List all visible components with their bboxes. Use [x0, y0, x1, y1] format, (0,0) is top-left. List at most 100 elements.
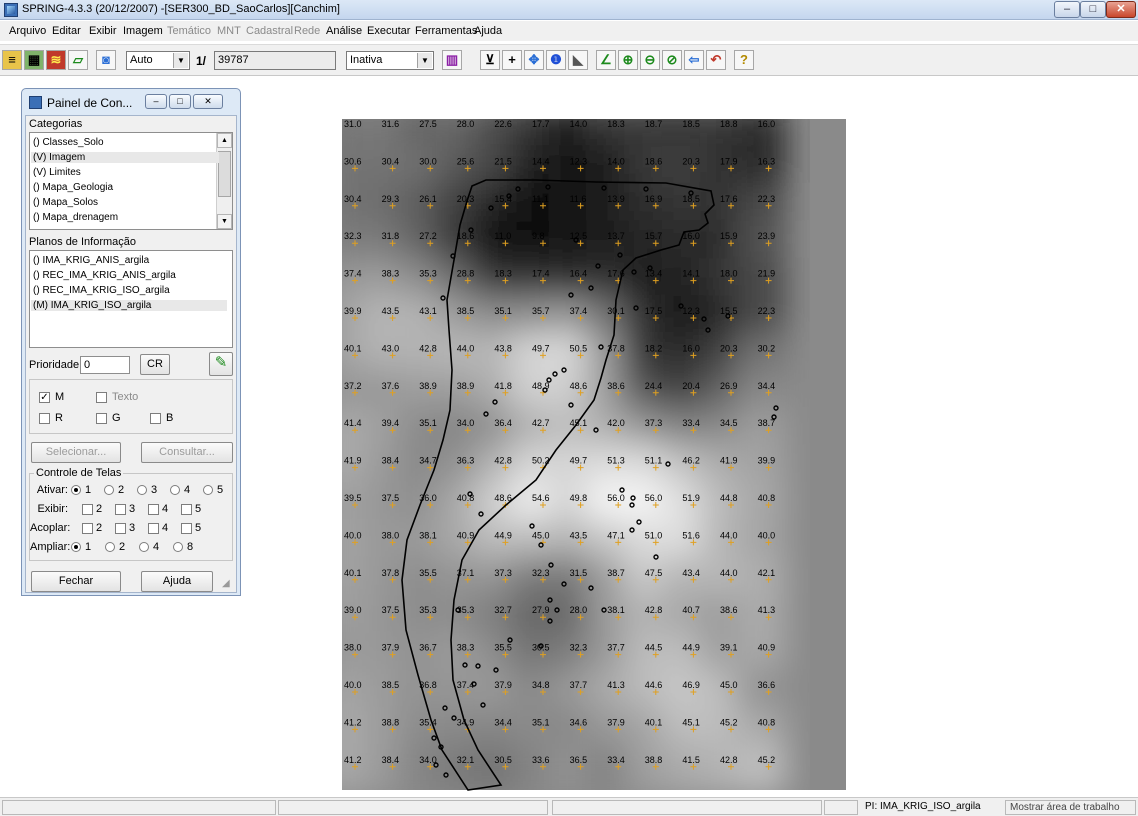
categorias-list[interactable]: ▲ ▼ () Classes_Solo (V) Imagem (V) Limites… — [29, 132, 233, 230]
grid-cross — [728, 651, 734, 658]
zoom-in-icon[interactable]: ⊕ — [618, 50, 638, 70]
help-icon[interactable]: ? — [734, 50, 754, 70]
acoplar-option-checkbox[interactable] — [82, 523, 93, 534]
selecionar-button[interactable]: Selecionar... — [31, 442, 121, 463]
info-icon[interactable]: ❶ — [546, 50, 566, 70]
ativar-option-radio[interactable] — [203, 485, 213, 495]
menu-temtico[interactable]: Temático — [167, 25, 212, 37]
map-view[interactable]: 31.0 31.6 27.5 28.0 22.6 17.7 14.0 18.3 18.7 18.5… — [336, 110, 846, 796]
menu-anlise[interactable]: Análise — [326, 25, 363, 37]
menu-editar[interactable]: Editar — [52, 25, 81, 37]
drawing-area[interactable]: 31.0 31.6 27.5 28.0 22.6 17.7 14.0 18.3 18.7 18.5… — [0, 80, 1138, 796]
exibir-option-checkbox[interactable] — [115, 504, 126, 515]
exibir-option-checkbox[interactable] — [82, 504, 93, 515]
panel-close-button[interactable]: ✕ — [193, 94, 223, 109]
acoplar-option-checkbox[interactable] — [115, 523, 126, 534]
menu-ajuda[interactable]: Ajuda — [474, 25, 503, 37]
resize-grip-icon[interactable]: ◢ — [222, 578, 230, 589]
control-panel-window[interactable]: Painel de Con... – □ ✕ Categorias ▲ ▼ ()… — [21, 88, 241, 596]
exibir-option-checkbox[interactable] — [181, 504, 192, 515]
plano-item[interactable]: () REC_IMA_KRIG_ANIS_argila — [33, 270, 176, 281]
planos-list[interactable]: () IMA_KRIG_ANIS_argila () REC_IMA_KRIG_A… — [29, 250, 233, 348]
categoria-item[interactable]: () Classes_Solo — [33, 137, 104, 148]
scale-mode-select[interactable]: Auto ▼ — [126, 51, 190, 70]
sample-point — [568, 292, 574, 298]
grid-cross — [427, 277, 434, 284]
eraser-icon[interactable]: ◣ — [568, 50, 588, 70]
database-icon[interactable]: ≡ — [2, 50, 22, 70]
edit-pencil-icon[interactable]: ✎ — [209, 352, 233, 376]
cursor-mode-select[interactable]: Inativa ▼ — [346, 51, 434, 70]
ativar-option-radio[interactable] — [71, 485, 81, 495]
consultar-button[interactable]: Consultar... — [141, 442, 233, 463]
categoria-item[interactable]: () Mapa_Solos — [33, 197, 99, 208]
menu-imagem[interactable]: Imagem — [123, 25, 163, 37]
ampliar-option-radio[interactable] — [105, 542, 115, 552]
sample-point — [492, 399, 498, 405]
grid-cross — [389, 502, 396, 508]
ativar-option-radio[interactable] — [137, 485, 147, 495]
show-workspace-button[interactable]: Mostrar área de trabalho — [1005, 800, 1136, 815]
ampliar-option-radio[interactable] — [139, 542, 149, 552]
zoom-area-icon[interactable]: ⊘ — [662, 50, 682, 70]
grid-cross — [765, 240, 772, 247]
b-checkbox[interactable] — [150, 413, 161, 424]
categoria-item[interactable]: (V) Imagem — [31, 152, 219, 163]
plano-item[interactable]: () REC_IMA_KRIG_ISO_argila — [33, 285, 170, 296]
line-tool-icon[interactable]: ∠ — [596, 50, 616, 70]
menu-mnt[interactable]: MNT — [217, 25, 241, 37]
spring-app-icon[interactable] — [4, 3, 18, 17]
scroll-up-icon[interactable]: ▲ — [217, 133, 232, 148]
display-icon[interactable]: ◙ — [96, 50, 116, 70]
draw-icon[interactable]: ▱ — [68, 50, 88, 70]
menu-rede[interactable]: Rede — [294, 25, 321, 37]
categoria-item[interactable]: (V) Limites — [33, 167, 81, 178]
zoom-out-icon[interactable]: ⊖ — [640, 50, 660, 70]
menu-cadastral[interactable]: Cadastral — [246, 25, 294, 37]
menu-executar[interactable]: Executar — [367, 25, 411, 37]
scroll-thumb[interactable] — [218, 151, 231, 197]
acoplar-option-checkbox[interactable] — [181, 523, 192, 534]
menu-arquivo[interactable]: Arquivo — [9, 25, 47, 37]
layers-icon[interactable]: ≋ — [46, 50, 66, 70]
ajuda-button[interactable]: Ajuda — [141, 571, 213, 592]
categoria-item[interactable]: () Mapa_Geologia — [33, 182, 114, 193]
minimize-button[interactable]: – — [1054, 1, 1080, 18]
g-checkbox[interactable] — [96, 413, 107, 424]
pan-icon[interactable]: + — [502, 50, 522, 70]
grid-value-label: 35.1 — [494, 306, 512, 316]
grid-value-label: 40.7 — [682, 605, 700, 615]
ampliar-option-radio[interactable] — [173, 542, 183, 552]
previous-view-icon[interactable]: ⇦ — [684, 50, 704, 70]
menu-ferramentas[interactable]: Ferramentas — [415, 25, 478, 37]
categoria-item[interactable]: () Mapa_drenagem — [33, 212, 119, 223]
acoplar-option-checkbox[interactable] — [148, 523, 159, 534]
exibir-option-checkbox[interactable] — [148, 504, 159, 515]
undo-icon[interactable]: ↶ — [706, 50, 726, 70]
scale-input[interactable]: 39787 — [214, 51, 336, 70]
plano-item[interactable]: () IMA_KRIG_ANIS_argila — [33, 255, 150, 266]
panel-maximize-button[interactable]: □ — [169, 94, 191, 109]
project-icon[interactable]: ▦ — [24, 50, 44, 70]
panel-title-bar[interactable]: Painel de Con... – □ ✕ — [22, 89, 240, 115]
m-checkbox[interactable]: ✓ — [39, 392, 50, 403]
ativar-option-radio[interactable] — [104, 485, 114, 495]
plano-item[interactable]: (M) IMA_KRIG_ISO_argila — [31, 300, 227, 311]
texto-checkbox[interactable] — [96, 392, 107, 403]
categorias-scrollbar[interactable]: ▲ ▼ — [216, 133, 232, 229]
close-button[interactable]: ✕ — [1106, 1, 1136, 18]
palette-icon[interactable]: ▥ — [442, 50, 462, 70]
maximize-button[interactable]: □ — [1080, 1, 1106, 18]
prioridade-input[interactable]: 0 — [80, 356, 130, 374]
ativar-option-radio[interactable] — [170, 485, 180, 495]
menu-exibir[interactable]: Exibir — [89, 25, 117, 37]
cursor-icon[interactable]: ✥ — [524, 50, 544, 70]
scroll-down-icon[interactable]: ▼ — [217, 214, 232, 229]
panel-minimize-button[interactable]: – — [145, 94, 167, 109]
cr-button[interactable]: CR — [140, 354, 170, 375]
ampliar-option-radio[interactable] — [71, 542, 81, 552]
zoom-fit-icon[interactable]: ⊻ — [480, 50, 500, 70]
r-checkbox[interactable] — [39, 413, 50, 424]
grid-value-label: 37.9 — [494, 680, 512, 690]
fechar-button[interactable]: Fechar — [31, 571, 121, 592]
